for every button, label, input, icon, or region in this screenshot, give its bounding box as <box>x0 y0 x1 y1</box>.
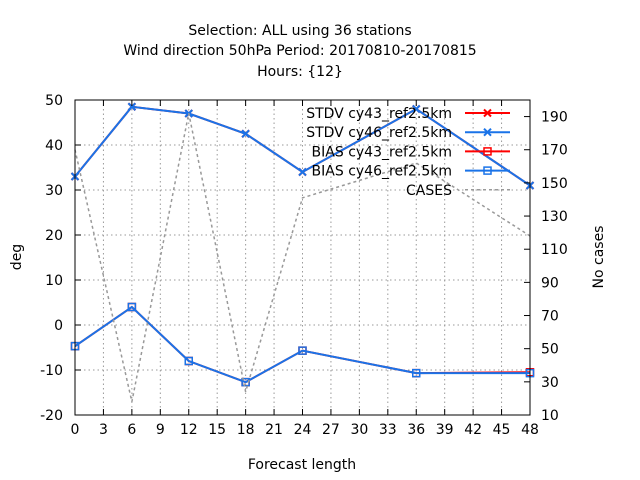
title-line-2: Wind direction 50hPa Period: 20170810-20… <box>123 43 476 59</box>
x-tick-label: 48 <box>521 422 539 438</box>
x-tick-label: 33 <box>379 422 397 438</box>
data-point <box>241 129 250 138</box>
series-line <box>74 305 530 384</box>
y2-tick-label: 10 <box>541 408 559 424</box>
series-5 <box>74 113 531 402</box>
legend-label: BIAS cy43_ref2.5km <box>312 144 452 160</box>
legend-swatch-marker <box>483 108 492 118</box>
y2-tick-label: 90 <box>541 275 559 291</box>
data-point <box>412 368 421 378</box>
data-point <box>298 346 307 355</box>
y-tick-label: 30 <box>45 183 63 199</box>
x-tick-label: 21 <box>265 422 283 438</box>
series-4 <box>70 302 535 387</box>
chart-title: Selection: ALL using 36 stations Wind di… <box>123 23 476 80</box>
y2-tick-label: 110 <box>541 242 568 258</box>
legend-label: CASES <box>406 183 452 199</box>
series-lines <box>70 102 535 402</box>
y-axis-label: deg <box>9 244 25 270</box>
x-tick-label: 27 <box>322 422 340 438</box>
legend: STDV cy43_ref2.5km STDV cy46_ref2.5km BIAS… <box>306 106 510 199</box>
y2-tick-label: 190 <box>541 110 568 126</box>
y2-tick-label: 50 <box>541 342 559 358</box>
y2-axis-label: No cases <box>591 226 607 289</box>
x-tick-label: 9 <box>156 422 165 438</box>
y-tick-label: 20 <box>45 228 63 244</box>
series-2 <box>70 102 535 190</box>
data-point <box>412 104 421 114</box>
axis-ticks: 0 3 6 9 12 15 18 21 24 27 30 33 36 39 42 45 48-20-100102… <box>40 93 568 438</box>
y-tick-label: -10 <box>40 363 63 379</box>
y2-tick-label: 30 <box>541 375 559 391</box>
data-point <box>127 302 137 312</box>
y2-tick-label: 130 <box>541 209 568 225</box>
x-tick-label: 3 <box>99 422 108 438</box>
y-tick-label: 40 <box>45 138 63 154</box>
x-tick-label: 42 <box>464 422 482 438</box>
x-tick-label: 45 <box>493 422 511 438</box>
y2-tick-label: 70 <box>541 309 559 325</box>
data-point <box>184 356 193 366</box>
series-line <box>74 113 531 402</box>
y2-tick-label: 170 <box>541 143 568 159</box>
x-tick-label: 15 <box>208 422 226 438</box>
grid <box>75 100 530 415</box>
y-tick-label: 10 <box>45 273 63 289</box>
x-tick-label: 30 <box>350 422 368 438</box>
legend-label: BIAS cy46_ref2.5km <box>312 164 452 180</box>
x-tick-label: 6 <box>127 422 136 438</box>
title-line-3: Hours: {12} <box>257 64 343 80</box>
y-tick-label: -20 <box>40 408 63 424</box>
title-line-1: Selection: ALL using 36 stations <box>188 23 411 39</box>
legend-swatch-marker <box>483 127 492 137</box>
x-tick-label: 24 <box>294 422 312 438</box>
legend-label: STDV cy46_ref2.5km <box>306 125 452 141</box>
data-point <box>298 167 307 177</box>
legend-swatch-marker <box>483 166 492 175</box>
y-tick-label: 50 <box>45 93 63 109</box>
y2-tick-label: 150 <box>541 176 568 192</box>
x-tick-label: 0 <box>71 422 80 438</box>
x-tick-label: 39 <box>436 422 454 438</box>
x-tick-label: 12 <box>180 422 198 438</box>
x-tick-label: 18 <box>237 422 255 438</box>
legend-label: STDV cy43_ref2.5km <box>306 106 452 122</box>
x-tick-label: 36 <box>407 422 425 438</box>
x-axis-label: Forecast length <box>248 457 356 473</box>
data-point <box>127 102 137 111</box>
legend-swatch-marker <box>483 147 492 156</box>
y-tick-label: 0 <box>54 318 63 334</box>
